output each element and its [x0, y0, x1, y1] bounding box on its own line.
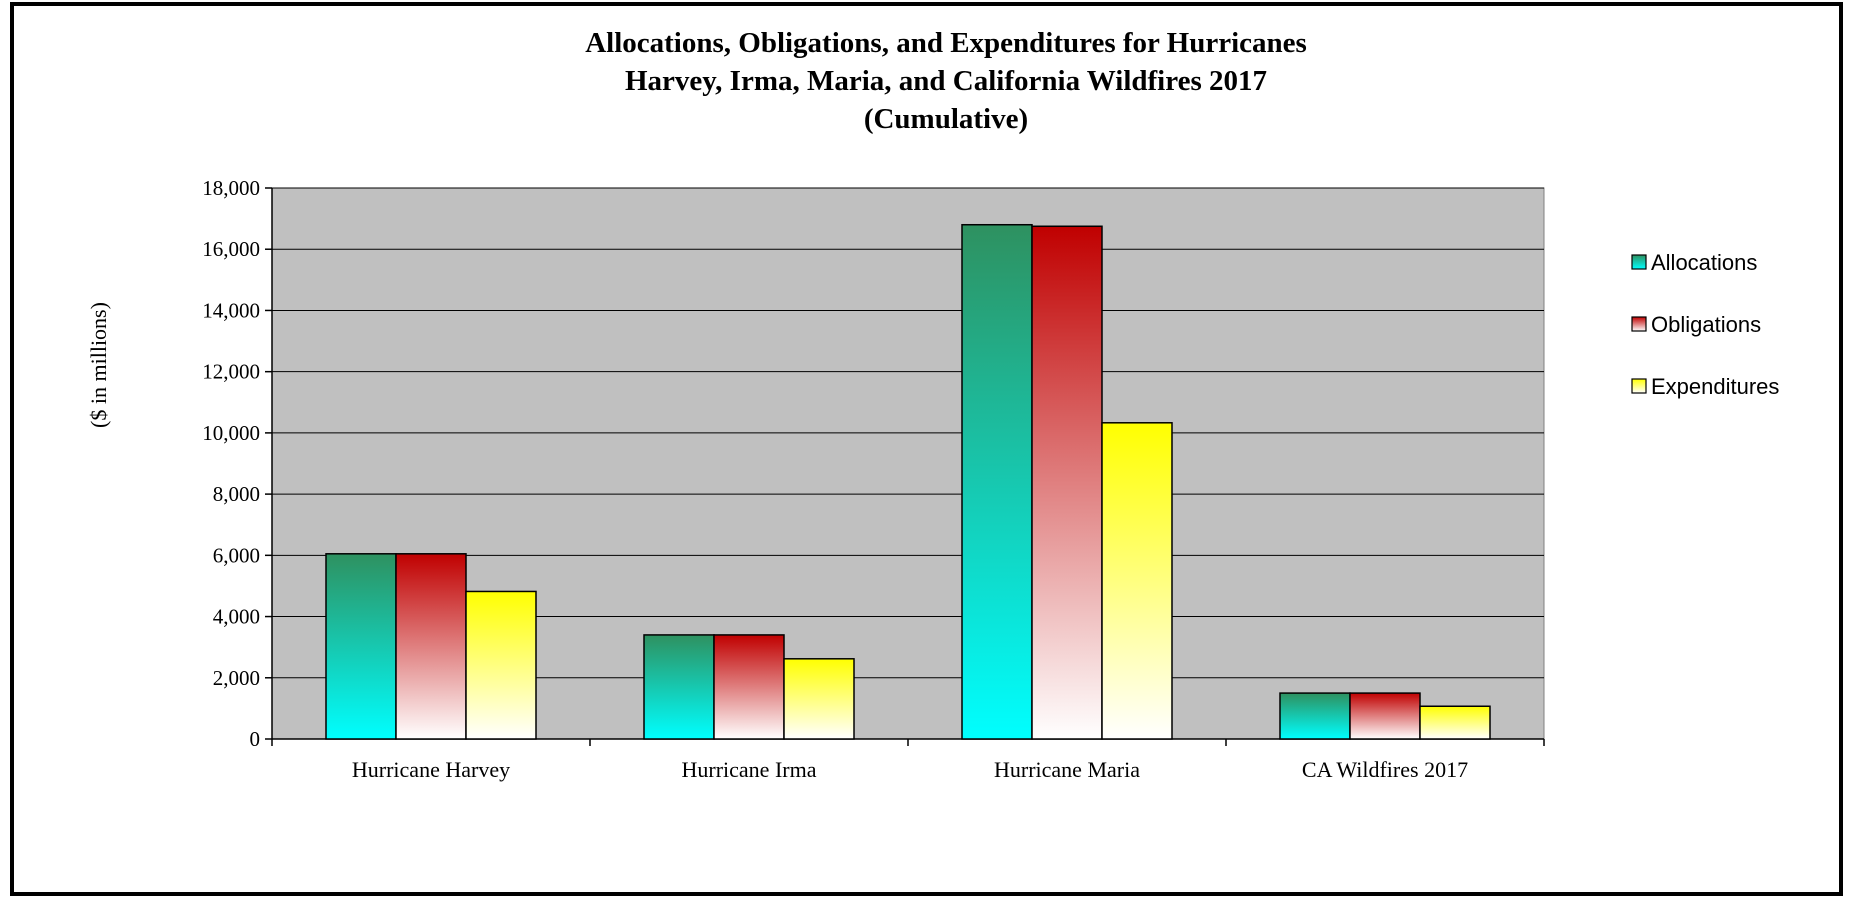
bar-expenditures-1	[465, 590, 537, 740]
bar-expenditures-4	[1419, 705, 1491, 740]
x-tick-label: Hurricane Harvey	[352, 757, 510, 782]
y-tick-label: 10,000	[202, 421, 260, 445]
bar-expenditures-3	[1101, 422, 1173, 740]
bar-obligations-3	[1031, 225, 1103, 740]
bar-allocations-3	[961, 223, 1033, 740]
bar-obligations-1	[395, 553, 467, 740]
chart-svg: Allocations, Obligations, and Expenditur…	[86, 27, 1779, 782]
y-tick-label: 12,000	[202, 360, 260, 384]
x-tick-label: Hurricane Maria	[994, 757, 1140, 782]
legend-label-expenditures: Expenditures	[1651, 374, 1779, 399]
x-tick-label: CA Wildfires 2017	[1302, 757, 1468, 782]
bar-expenditures-2	[783, 658, 855, 740]
y-tick-label: 14,000	[202, 298, 260, 322]
y-tick-label: 0	[250, 727, 261, 751]
legend-swatch-expenditures	[1631, 378, 1647, 394]
chart-frame: Allocations, Obligations, and Expenditur…	[10, 2, 1843, 896]
legend-label-allocations: Allocations	[1651, 250, 1757, 275]
y-tick-label: 4,000	[213, 605, 260, 629]
legend-swatch-obligations	[1631, 316, 1647, 332]
chart-title: Allocations, Obligations, and Expenditur…	[585, 27, 1307, 135]
bar-allocations-1	[325, 553, 397, 740]
y-tick-label: 6,000	[213, 543, 260, 567]
chart-title-line-2: Harvey, Irma, Maria, and California Wild…	[625, 65, 1267, 97]
legend-label-obligations: Obligations	[1651, 312, 1761, 337]
chart-title-line-3: (Cumulative)	[864, 103, 1028, 135]
y-tick-label: 8,000	[213, 482, 260, 506]
y-tick-label: 18,000	[202, 176, 260, 200]
bar-obligations-2	[713, 634, 785, 740]
plot-area: 0 2,000 4,000 6,000 8,000 10,000 12,000 14,000 1…	[202, 176, 1545, 782]
legend-swatch-allocations	[1631, 254, 1647, 270]
x-tick-label: Hurricane Irma	[682, 757, 817, 782]
bar-allocations-2	[643, 634, 715, 740]
y-tick-label: 16,000	[202, 237, 260, 261]
chart-title-line-1: Allocations, Obligations, and Expenditur…	[585, 27, 1307, 59]
bar-obligations-4	[1349, 692, 1421, 740]
bar-allocations-4	[1279, 692, 1351, 740]
y-axis-label: ($ in millions)	[86, 302, 111, 428]
y-tick-label: 2,000	[213, 666, 260, 690]
legend: Allocations Obligations Expenditures	[1631, 250, 1779, 399]
